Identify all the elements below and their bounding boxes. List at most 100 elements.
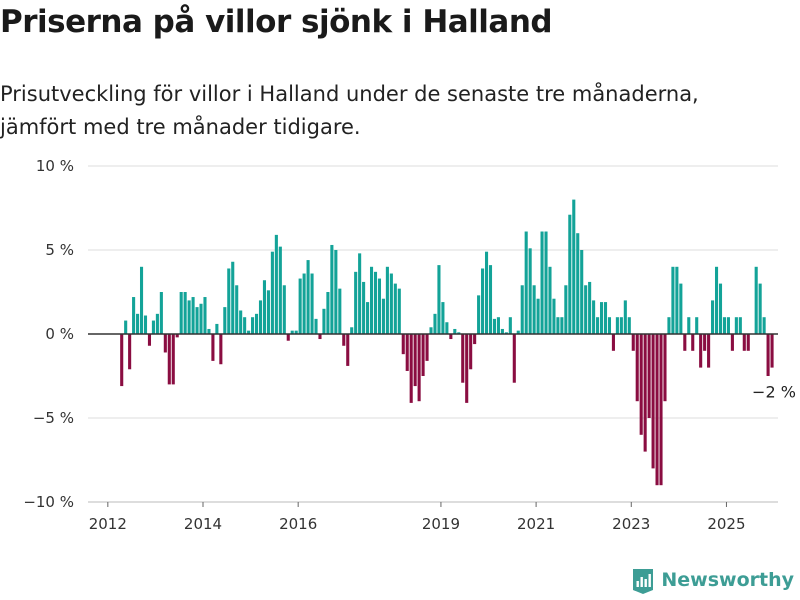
chart-bar (536, 298, 540, 334)
chart-bar (421, 334, 425, 376)
chart-bar (445, 322, 449, 334)
chart-bar (508, 317, 512, 334)
chart-bar (393, 283, 397, 334)
chart-bar (619, 317, 623, 334)
chart-bar (350, 327, 354, 334)
chart-bar (179, 292, 183, 334)
chart-bar (243, 317, 247, 334)
chart-bar (465, 334, 469, 403)
chart-bar (651, 334, 655, 469)
chart-bar (247, 330, 251, 334)
chart-bar (334, 250, 338, 334)
chart-bar (306, 260, 310, 334)
chart-bar (703, 334, 707, 351)
chart-bar (722, 317, 727, 334)
x-tick-label: 2016 (279, 515, 317, 533)
chart-bar (413, 334, 417, 387)
chart-bar (592, 300, 596, 334)
chart-bar (770, 334, 774, 368)
chart-bar (492, 318, 497, 334)
chart-bar (369, 266, 374, 334)
newsworthy-logo-icon (633, 569, 654, 594)
chart-bar (544, 231, 548, 334)
chart-bar (477, 295, 481, 334)
y-tick-label: −5 % (33, 409, 74, 427)
chart-bar (254, 313, 259, 334)
chart-bar (496, 317, 500, 334)
chart-bar (695, 317, 699, 334)
chart-bar (128, 334, 132, 370)
chart-bar (433, 313, 437, 334)
chart-bar (639, 334, 643, 435)
chart-bar (726, 317, 730, 334)
chart-bar (481, 268, 485, 334)
chart-bar (635, 334, 639, 402)
x-tick-label: 2014 (184, 515, 222, 533)
chart-title: Priserna på villor sjönk i Halland (0, 4, 553, 40)
chart-bar (227, 268, 231, 334)
chart-bar (278, 246, 282, 334)
chart-bar (270, 251, 274, 334)
chart-bar (643, 334, 647, 452)
chart-bar (746, 334, 750, 351)
chart-bar (484, 251, 489, 334)
chart-bar (354, 271, 358, 334)
chart-bar (734, 317, 738, 334)
chart-bar (191, 297, 195, 334)
chart-bar (762, 317, 766, 334)
chart-bar (623, 300, 627, 334)
chart-bar (437, 265, 441, 334)
chart-bar (262, 280, 267, 334)
chart-bar (425, 334, 429, 361)
chart-bar (532, 285, 536, 334)
chart-bar (346, 334, 350, 366)
chart-bar (584, 285, 588, 334)
chart-bar (631, 334, 635, 351)
chart-bar (683, 334, 687, 351)
chart-bar (528, 248, 532, 334)
chart-bar (615, 317, 619, 334)
chart-bar (552, 298, 556, 334)
chart-bar (120, 334, 124, 387)
chart-bar (199, 303, 203, 334)
chart-bar (143, 315, 148, 334)
chart-bar (251, 317, 255, 334)
chart-bar (397, 288, 401, 334)
chart-bar (330, 244, 334, 334)
chart-bar (488, 265, 493, 334)
chart-bar (274, 234, 278, 334)
chart-bar (159, 292, 163, 334)
chart-bar (290, 330, 294, 334)
chart-bar (524, 231, 528, 334)
chart-bar (667, 317, 671, 334)
chart-bar (564, 285, 568, 334)
x-tick-label: 2025 (707, 515, 745, 533)
chart-bar (560, 317, 564, 334)
chart-bar (754, 266, 758, 334)
chart-bar (417, 334, 421, 402)
chart-bar (711, 300, 715, 334)
x-tick-label: 2021 (517, 515, 555, 533)
chart-bar (504, 332, 508, 334)
chart-bar (596, 317, 600, 334)
chart-bar (338, 288, 342, 334)
chart-bar (314, 318, 318, 334)
chart-bar (195, 307, 199, 334)
chart-bar (663, 334, 667, 402)
x-tick-label: 2012 (89, 515, 127, 533)
chart-bar (171, 334, 175, 385)
chart-bar (294, 330, 298, 334)
chart-bar (405, 334, 409, 371)
chart-bar (215, 323, 219, 334)
chart-bar (366, 302, 370, 334)
chart-bar (223, 307, 227, 334)
chart-bar (473, 334, 477, 345)
chart-bar (211, 334, 215, 361)
chart-bar (659, 334, 663, 486)
chart-bar (611, 334, 615, 351)
chart-bar (453, 328, 457, 334)
chart-bar (707, 334, 711, 368)
chart-bar (136, 313, 140, 334)
x-tick-label: 2019 (422, 515, 460, 533)
